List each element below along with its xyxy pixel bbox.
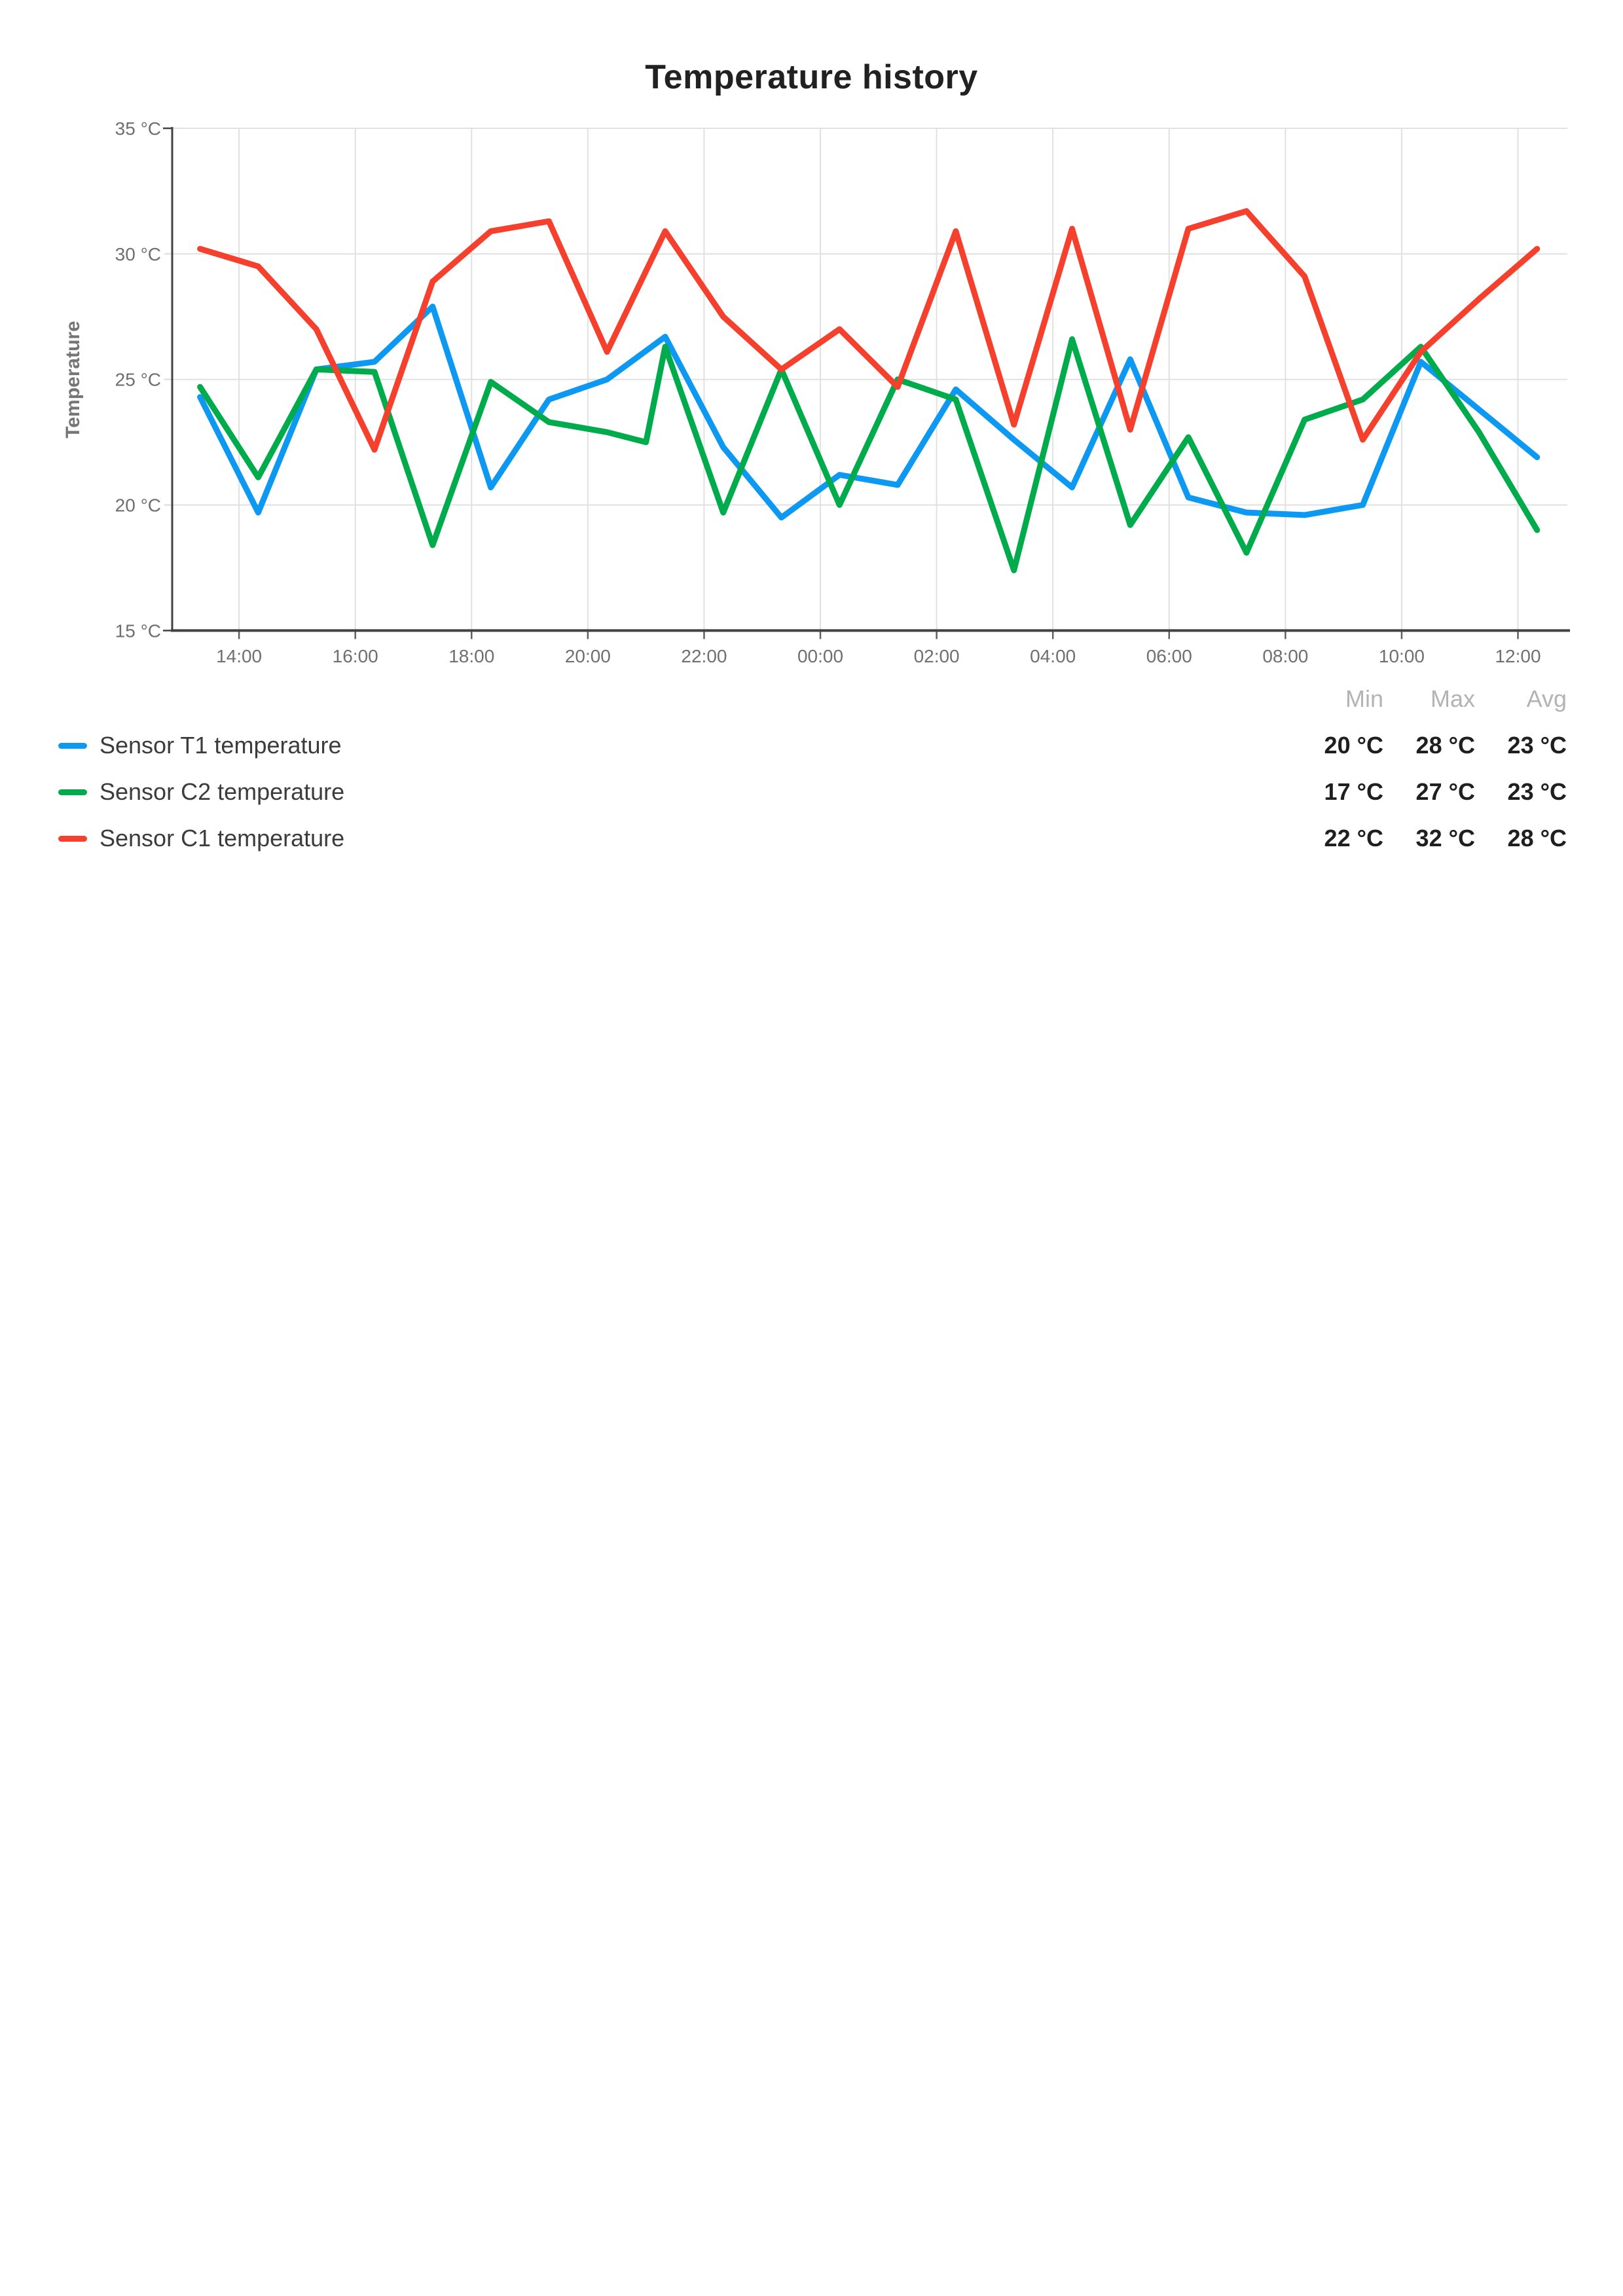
x-tick-label-04:00: 04:00 [1030, 646, 1076, 666]
axis-labels: Temperature 35 °C 30 °C 25 °C 20 °C 15 °C 14:… [62, 118, 1541, 666]
legend-header-max: Max [1430, 685, 1475, 712]
x-tick-label-18:00: 18:00 [448, 646, 494, 666]
legend-row-sensor-c1-temperature[interactable]: Sensor C1 temperature 22 °C 32 °C 28 °C [0, 825, 1623, 852]
x-tick-label-22:00: 22:00 [681, 646, 727, 666]
legend-swatch-icon [58, 743, 87, 749]
x-tick-label-10:00: 10:00 [1379, 646, 1425, 666]
x-tick-label-20:00: 20:00 [565, 646, 611, 666]
y-axis-title: Temperature [62, 321, 84, 439]
y-tick-label-25: 25 °C [115, 370, 161, 390]
chart-title: Temperature history [645, 58, 978, 96]
axes [163, 127, 1570, 639]
legend-avg-value: 23 °C [1507, 732, 1567, 759]
x-tick-label-08:00: 08:00 [1262, 646, 1308, 666]
y-tick-label-30: 30 °C [115, 244, 161, 264]
temperature-history-chart[interactable]: Temperature 35 °C 30 °C 25 °C 20 °C 15 °C 14:… [0, 0, 1623, 681]
legend-row-sensor-t1-temperature[interactable]: Sensor T1 temperature 20 °C 28 °C 23 °C [0, 732, 1623, 759]
x-tick-label-14:00: 14:00 [216, 646, 262, 666]
series-line-sensor-t1-temperature[interactable] [197, 303, 1541, 521]
legend-label[interactable]: Sensor T1 temperature [100, 732, 342, 759]
legend-swatch-icon [58, 836, 87, 842]
x-tick-label-12:00: 12:00 [1495, 646, 1541, 666]
legend-avg-value: 23 °C [1507, 778, 1567, 805]
legend-min-value: 22 °C [1324, 825, 1383, 852]
legend-label[interactable]: Sensor C1 temperature [100, 825, 345, 852]
grid-lines [172, 128, 1567, 631]
x-tick-label-02:00: 02:00 [914, 646, 960, 666]
series-line-sensor-c1-temperature[interactable] [197, 208, 1541, 453]
x-tick-label-16:00: 16:00 [333, 646, 378, 666]
legend-min-value: 20 °C [1324, 732, 1383, 759]
x-tick-label-00:00: 00:00 [797, 646, 843, 666]
series-lines [197, 208, 1541, 573]
legend-label[interactable]: Sensor C2 temperature [100, 778, 345, 805]
y-tick-label-15: 15 °C [115, 620, 161, 641]
series-line-sensor-c2-temperature[interactable] [197, 336, 1541, 573]
x-tick-label-06:00: 06:00 [1146, 646, 1192, 666]
y-tick-label-20: 20 °C [115, 495, 161, 516]
legend-swatch-icon [58, 789, 87, 795]
legend-max-value: 27 °C [1415, 778, 1475, 805]
legend-row-sensor-c2-temperature[interactable]: Sensor C2 temperature 17 °C 27 °C 23 °C [0, 779, 1623, 805]
y-tick-label-35: 35 °C [115, 118, 161, 139]
legend-avg-value: 28 °C [1507, 825, 1567, 852]
legend-header-avg: Avg [1526, 685, 1567, 712]
legend-max-value: 28 °C [1415, 732, 1475, 759]
legend-header-min: Min [1345, 685, 1383, 712]
legend-max-value: 32 °C [1415, 825, 1475, 852]
legend-min-value: 17 °C [1324, 778, 1383, 805]
